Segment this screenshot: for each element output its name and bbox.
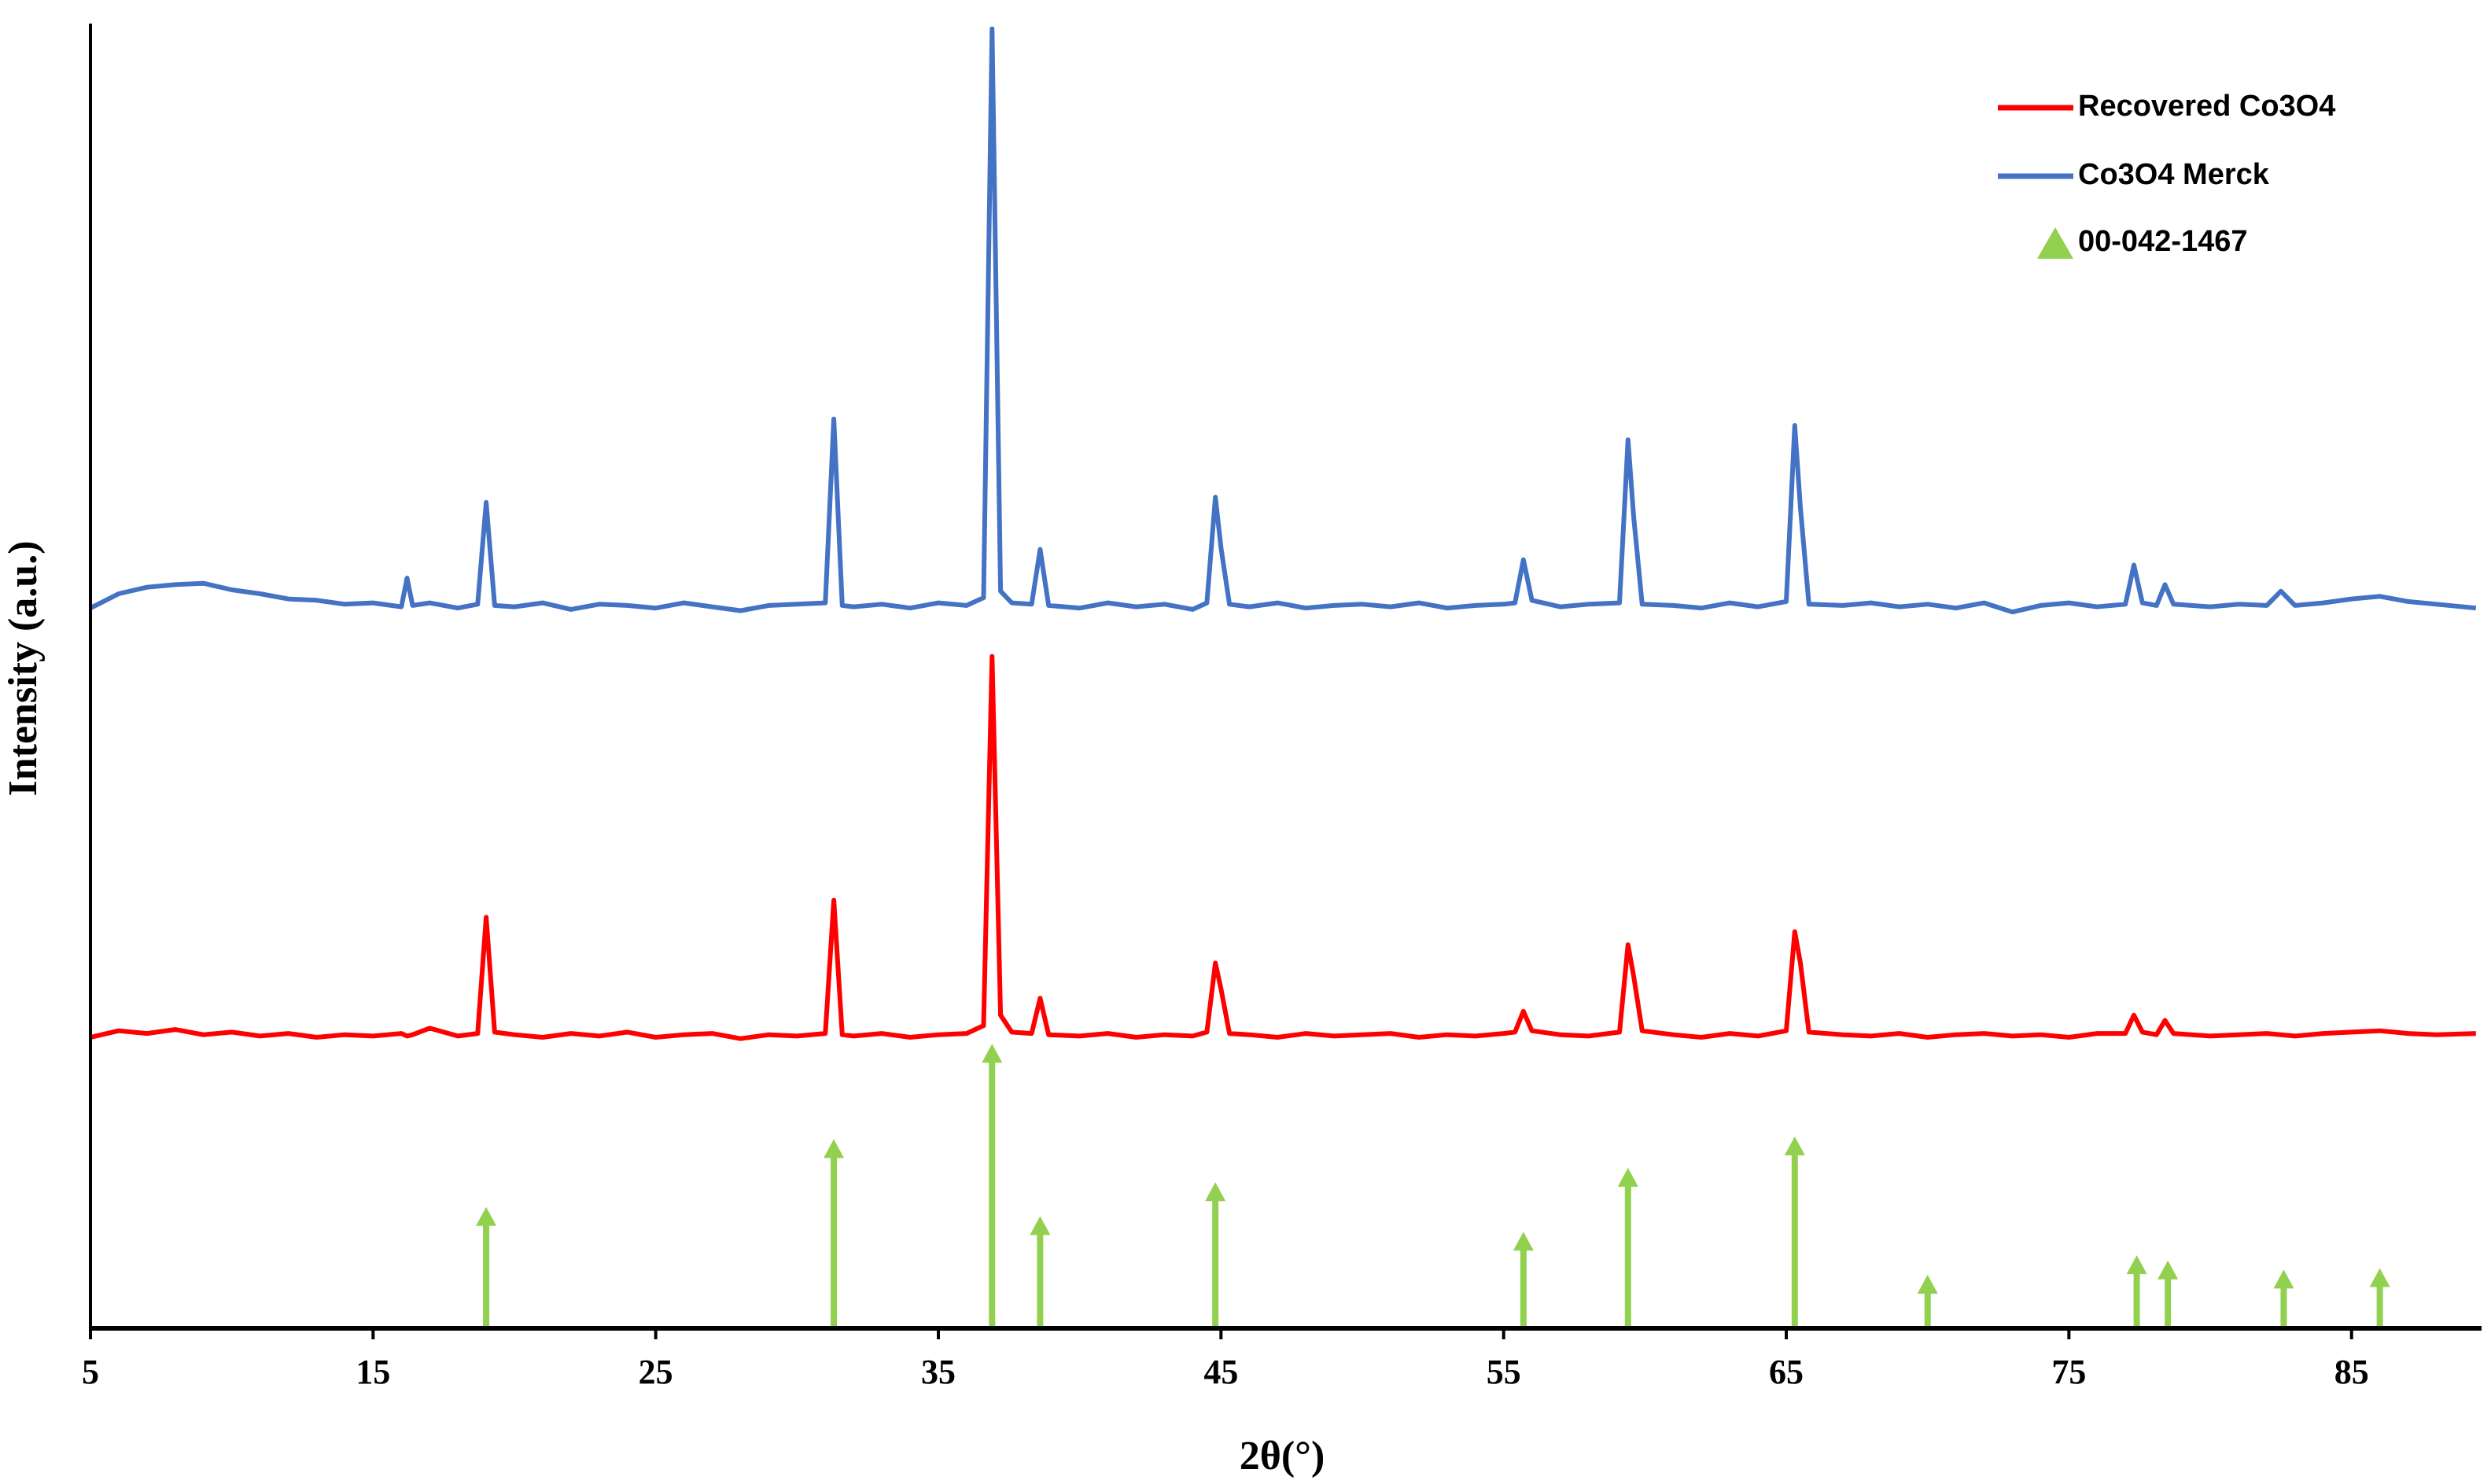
- x-axis-title: 2θ(°): [1240, 1434, 1325, 1478]
- x-tick-label: 35: [921, 1353, 956, 1391]
- legend-label: Recovered Co3O4: [2078, 90, 2335, 123]
- y-axis-title: Intensity (a.u.): [1, 540, 46, 796]
- reference-arrowhead: [1917, 1274, 1938, 1294]
- reference-arrowhead: [1030, 1216, 1051, 1235]
- reference-arrowhead: [2273, 1269, 2294, 1289]
- x-tick-label: 25: [639, 1353, 673, 1391]
- reference-arrowhead: [2126, 1255, 2147, 1275]
- x-tick-label: 5: [82, 1353, 99, 1391]
- reference-arrowhead: [982, 1044, 1003, 1063]
- reference-arrowhead: [2158, 1260, 2179, 1280]
- reference-arrowhead: [824, 1139, 845, 1158]
- reference-arrowhead: [1784, 1136, 1805, 1156]
- reference-arrowhead: [476, 1206, 497, 1226]
- reference-arrowhead: [1205, 1182, 1226, 1202]
- x-tick-label: 15: [356, 1353, 390, 1391]
- reference-arrowhead: [1513, 1232, 1534, 1251]
- series-line: [90, 654, 2476, 1041]
- x-tick-label: 55: [1487, 1353, 1521, 1391]
- legend-label: Co3O4 Merck: [2078, 158, 2270, 191]
- series-line: [89, 26, 2477, 615]
- x-tick-label: 65: [1769, 1353, 1804, 1391]
- reference-arrowhead: [1617, 1167, 1638, 1187]
- x-tick-label: 85: [2334, 1353, 2369, 1391]
- reference-arrowhead: [2369, 1268, 2390, 1287]
- legend-marker: [2037, 227, 2073, 259]
- legend-label: 00-042-1467: [2078, 225, 2248, 258]
- x-tick-label: 75: [2051, 1353, 2086, 1391]
- x-tick-label: 45: [1203, 1353, 1238, 1391]
